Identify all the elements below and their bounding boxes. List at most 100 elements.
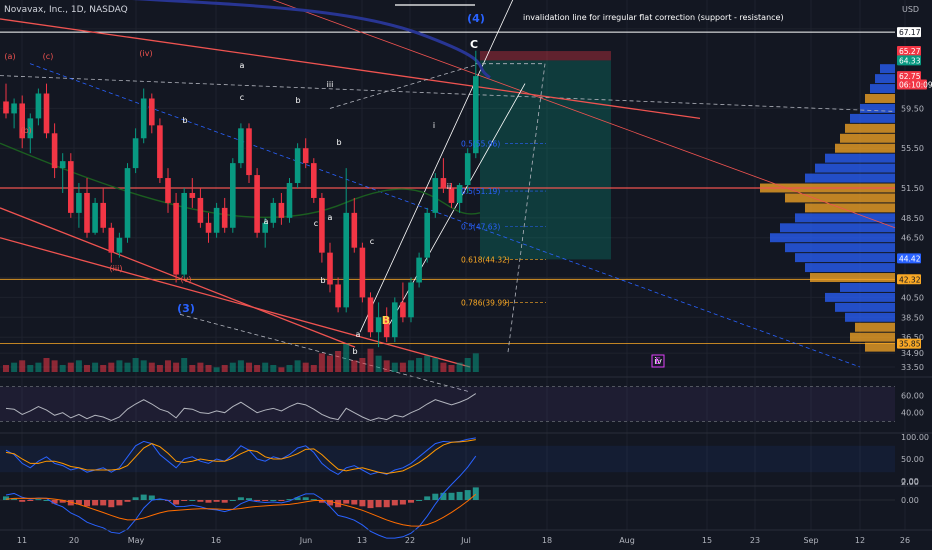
macd-bar [367,500,374,509]
volume-bar [221,365,228,372]
profile-bar [860,103,895,113]
macd-bar [108,500,115,508]
volume-bar [116,360,123,372]
candle-body [278,202,285,218]
volume-bar [383,360,390,372]
price-tick-label: 59.50 [901,104,924,113]
stoch-tick-label: 50.00 [901,455,924,464]
candle-body [359,247,366,298]
rsi-tick-label: 40.00 [901,409,924,418]
profile-bar [835,302,895,312]
macd-bar [197,500,204,502]
profile-bar [825,153,895,163]
volume-bar [51,360,58,372]
candle-body [464,153,471,186]
time-tick-label: 12 [855,536,865,545]
time-tick-label: 15 [702,536,712,545]
candle-body [408,282,414,318]
channel-line [0,237,471,368]
macd-bar [440,492,447,500]
price-badge-label: 42.32 [899,275,921,284]
candle-body [157,125,163,179]
price-badge [897,274,921,285]
volume-bar [416,358,423,372]
profile-bar [815,163,895,173]
macd-bar [408,500,414,503]
macd-bar [43,500,50,501]
profile-bar [785,243,895,253]
stop-zone [480,51,611,61]
time-tick-label: 20 [69,536,79,545]
volume-bar [246,362,252,372]
macd-bar [213,500,220,502]
volume-bar [92,362,99,372]
profile-bar [825,292,895,302]
volume-bar [327,355,333,372]
macd-bar [205,500,212,503]
macd-bar [399,500,406,505]
time-tick-label: Aug [619,536,635,545]
profile-bar [850,113,895,123]
volume-bar [456,362,463,372]
time-tick-label: May [128,536,145,545]
profile-bar [835,143,895,153]
candle-body [400,302,406,318]
macd-bar [456,491,463,500]
stoch-d-line [5,439,476,475]
profile-bar [840,133,895,143]
profile-bar [865,94,895,103]
price-tick-label: 38.50 [901,313,924,322]
wave-label: iv [654,357,663,367]
position-zones [480,51,611,260]
candle-body [100,202,106,228]
volume-bar [472,353,479,372]
macd-bar [254,500,261,501]
rsi-tick-label: 60.00 [901,391,924,400]
volume-bar [294,360,301,372]
candle-body [116,237,123,253]
price-badge [897,79,927,90]
candle-body [221,207,228,228]
fib-label: 0.5(47.63) [461,222,500,231]
macd-bar [19,500,26,502]
candle-body [254,175,260,233]
indicator-panes [0,376,932,539]
wave-label: i [433,121,435,130]
wave-label: (b) [20,126,31,135]
macd-bar [173,500,180,505]
profile-bar [805,173,895,183]
volume-bar [189,365,196,372]
candle-body [51,133,58,169]
wave-label: (iii) [110,264,123,273]
candle-body [84,192,90,233]
wave-labels: (4)C(a) (c)(b)(iv)(iii)(v)(3)abc ba cbababc… [4,12,665,368]
candle-body [286,183,293,218]
volume-bar [100,365,107,372]
time-tick-label: 11 [17,536,27,545]
candle-body [181,192,187,275]
candle-body [108,227,115,253]
candle-body [327,252,333,285]
price-badge [897,253,921,264]
price-tick-label: 33.50 [901,363,924,372]
stoch-tick-label: 0.00 [901,477,919,486]
fib-label: 0.5(51.19) [461,187,500,196]
time-tick-label: 26 [900,536,910,545]
price-badge [897,338,921,349]
time-axis: 11 20 May 16 Jun 13 22 Jul 18 Aug 15 23 Sep 12 26 [0,529,932,545]
candle-body [197,197,204,223]
volume-bar [84,365,90,372]
wave-label: a [328,213,333,222]
volume-bar [43,358,50,372]
volume-bar [173,362,180,372]
price-badge-label: 44.42 [899,254,921,263]
candle-body [294,148,301,184]
wave-label: iii [327,80,334,89]
price-axis: 59.50 55.50 51.50 48.50 46.50 40.50 38.50 36.50… [897,27,932,505]
profile-bar [850,332,895,342]
macd-bar [140,494,147,500]
grid [0,0,906,530]
wave-label: b [336,138,341,147]
volume-bar [440,362,447,372]
